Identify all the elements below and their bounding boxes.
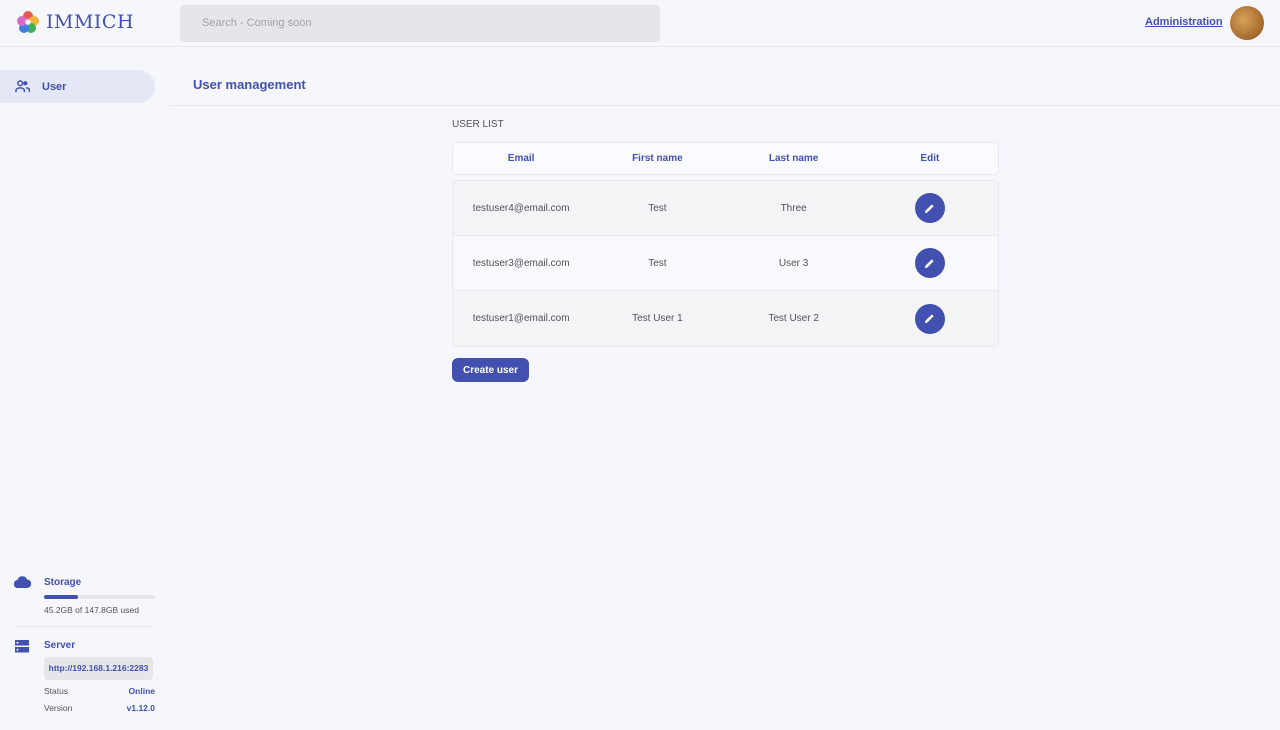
last-name-cell: Three	[780, 202, 807, 214]
administration-link[interactable]: Administration	[1145, 16, 1223, 28]
sidebar-item-user[interactable]: User	[0, 70, 155, 103]
table-row: testuser1@email.com Test User 1 Test Use…	[453, 291, 998, 346]
storage-progress-fill	[44, 595, 78, 599]
server-icon	[15, 640, 29, 653]
cloud-icon	[14, 576, 31, 588]
pencil-icon	[925, 258, 934, 268]
column-header-email: Email	[507, 153, 535, 164]
avatar[interactable]	[1230, 6, 1264, 40]
users-icon	[15, 80, 30, 93]
pencil-icon	[925, 314, 934, 324]
edit-user-button[interactable]	[914, 248, 945, 278]
server-label: Server	[44, 640, 76, 651]
email-cell: testuser3@email.com	[472, 257, 570, 269]
server-status: Status Online	[44, 686, 155, 696]
column-header-first-name: First name	[632, 153, 683, 164]
pencil-icon	[925, 203, 934, 213]
column-header-last-name: Last name	[768, 153, 819, 164]
edit-user-button[interactable]	[914, 193, 945, 223]
last-name-cell: Test User 2	[768, 313, 819, 324]
email-cell: testuser1@email.com	[472, 313, 570, 324]
storage-progress-bar	[44, 595, 155, 599]
table-row: testuser4@email.com Test Three	[453, 181, 998, 236]
last-name-cell: User 3	[778, 257, 809, 269]
storage-label: Storage	[44, 577, 82, 588]
storage-used-text: 45.2GB of 147.8GB used	[44, 605, 139, 615]
status-value: Online	[128, 686, 155, 696]
divider	[14, 626, 155, 627]
edit-user-button[interactable]	[914, 303, 945, 334]
user-table: testuser4@email.com Test Three testuser3…	[452, 180, 999, 347]
section-label: USER LIST	[452, 119, 504, 130]
page-title: User management	[193, 77, 306, 92]
divider	[170, 105, 1280, 106]
immich-logo-icon	[17, 11, 39, 33]
create-user-button[interactable]: Create user	[452, 358, 529, 382]
server-url: http://192.168.1.216:2283	[44, 657, 153, 680]
logo[interactable]: IMMICH	[16, 10, 134, 34]
version-label: Version	[44, 703, 73, 713]
search-input[interactable]: Search - Coming soon	[180, 5, 660, 42]
first-name-cell: Test	[648, 202, 667, 214]
email-cell: testuser4@email.com	[472, 202, 570, 214]
top-bar: IMMICH Search - Coming soon Administrati…	[0, 0, 1280, 47]
sidebar-item-label: User	[42, 80, 67, 93]
table-header: Email First name Last name Edit	[452, 142, 999, 175]
first-name-cell: Test User 1	[632, 313, 683, 324]
first-name-cell: Test	[648, 257, 667, 269]
version-value: v1.12.0	[126, 703, 155, 713]
server-version: Version v1.12.0	[44, 703, 155, 713]
app-name: IMMICH	[46, 11, 135, 33]
table-row: testuser3@email.com Test User 3	[453, 236, 998, 291]
status-label: Status	[44, 686, 69, 696]
column-header-edit: Edit	[920, 153, 940, 164]
